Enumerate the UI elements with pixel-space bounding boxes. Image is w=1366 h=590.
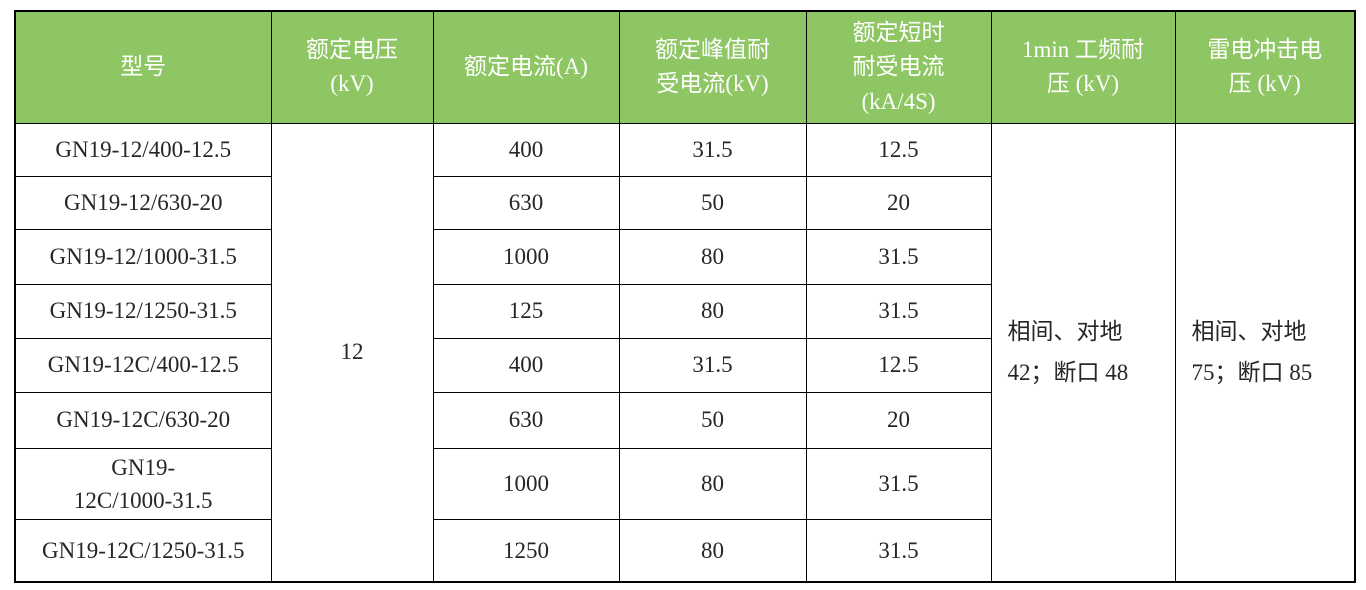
cell-peak-current: 31.5 (618, 122, 807, 177)
cell-model: GN19- 12C/1000-31.5 (14, 447, 272, 521)
table-row: GN19-12/400-12.5 12 400 31.5 12.5 相间、对地 … (14, 122, 1356, 583)
cell-model: GN19-12C/630-20 (14, 391, 272, 449)
cell-rated-current: 400 (432, 337, 620, 393)
cell-peak-current: 80 (618, 447, 807, 521)
cell-peak-current: 80 (618, 228, 807, 285)
cell-peak-current: 50 (618, 175, 807, 230)
cell-rated-current: 125 (432, 283, 620, 339)
cell-rated-voltage: 12 (270, 122, 434, 583)
cell-rated-current: 630 (432, 391, 620, 449)
header-peak-withstand-current: 额定峰值耐 受电流(kV) (618, 10, 807, 124)
cell-rated-current: 1000 (432, 447, 620, 521)
header-model: 型号 (14, 10, 272, 124)
header-power-frequency-withstand-voltage: 1min 工频耐 压 (kV) (990, 10, 1176, 124)
header-rated-voltage: 额定电压 (kV) (270, 10, 434, 124)
cell-rated-current: 630 (432, 175, 620, 230)
cell-short-time-current: 31.5 (805, 283, 992, 339)
cell-short-time-current: 31.5 (805, 519, 992, 583)
cell-rated-current: 400 (432, 122, 620, 177)
cell-rated-current: 1250 (432, 519, 620, 583)
cell-model: GN19-12/400-12.5 (14, 122, 272, 177)
cell-peak-current: 31.5 (618, 337, 807, 393)
cell-short-time-current: 20 (805, 391, 992, 449)
header-rated-current: 额定电流(A) (432, 10, 620, 124)
cell-model: GN19-12/1000-31.5 (14, 228, 272, 285)
header-lightning-impulse-voltage: 雷电冲击电 压 (kV) (1174, 10, 1356, 124)
cell-model: GN19-12/1250-31.5 (14, 283, 272, 339)
cell-model: GN19-12C/400-12.5 (14, 337, 272, 393)
cell-rated-current: 1000 (432, 228, 620, 285)
cell-model: GN19-12/630-20 (14, 175, 272, 230)
cell-peak-current: 80 (618, 519, 807, 583)
specification-table: 型号 额定电压 (kV) 额定电流(A) 额定峰值耐 受电流(kV) 额定短时 … (14, 10, 1356, 583)
cell-model: GN19-12C/1250-31.5 (14, 519, 272, 583)
table-row: GN19-12/1250-31.5 125 80 31.5 (14, 283, 1355, 339)
cell-short-time-current: 31.5 (805, 228, 992, 285)
cell-short-time-current: 12.5 (805, 337, 992, 393)
table-row: GN19-12/630-20 630 50 20 (14, 175, 1355, 230)
header-row: 型号 额定电压 (kV) 额定电流(A) 额定峰值耐 受电流(kV) 额定短时 … (14, 10, 1356, 124)
cell-power-frequency-voltage: 相间、对地 42；断口 48 (990, 122, 1176, 583)
cell-peak-current: 50 (618, 391, 807, 449)
table-row: GN19-12/1000-31.5 1000 80 31.5 (14, 228, 1355, 285)
table-row: GN19- 12C/1000-31.5 1000 80 31.5 (14, 447, 1355, 521)
cell-short-time-current: 12.5 (805, 122, 992, 177)
cell-short-time-current: 20 (805, 175, 992, 230)
cell-lightning-impulse-voltage: 相间、对地 75；断口 85 (1174, 122, 1356, 583)
cell-peak-current: 80 (618, 283, 807, 339)
header-short-time-withstand-current: 额定短时 耐受电流 (kA/4S) (805, 10, 992, 124)
cell-short-time-current: 31.5 (805, 447, 992, 521)
table-row: GN19-12C/630-20 630 50 20 (14, 391, 1355, 449)
table-row: GN19-12C/1250-31.5 1250 80 31.5 (14, 519, 1355, 583)
